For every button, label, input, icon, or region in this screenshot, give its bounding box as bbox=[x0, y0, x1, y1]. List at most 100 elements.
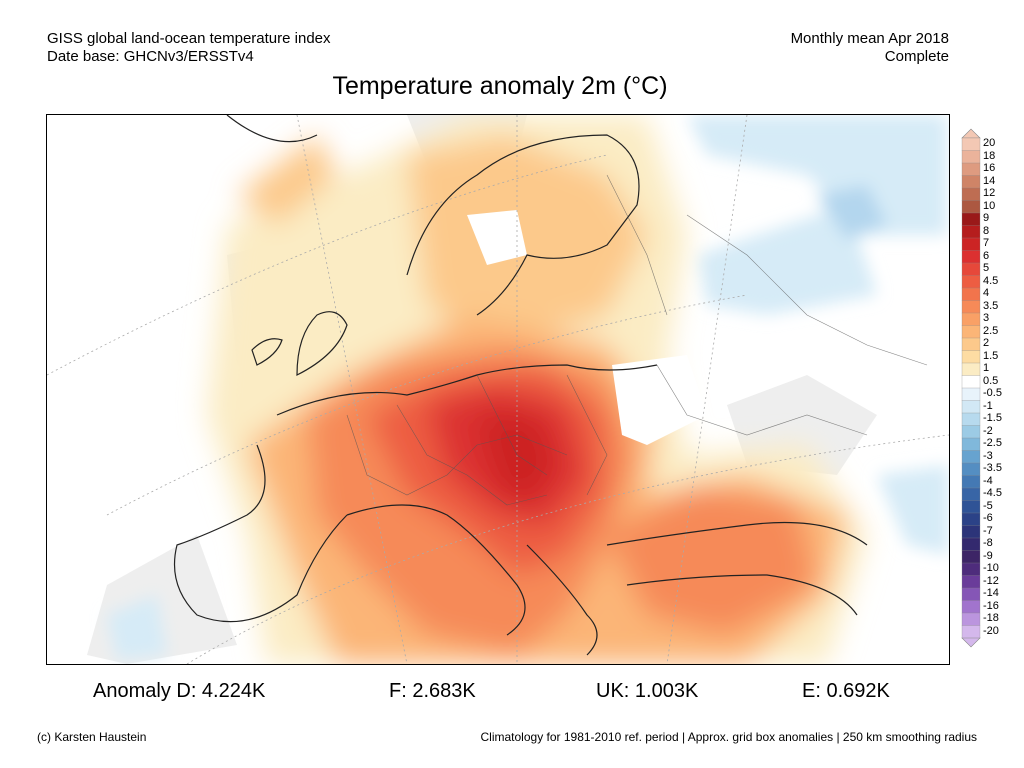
colorbar-tick-label: -6 bbox=[983, 512, 993, 524]
colorbar-tick-label: 2.5 bbox=[983, 324, 999, 337]
colorbar-swatch bbox=[961, 350, 981, 364]
colorbar-tick-label: 16 bbox=[983, 162, 996, 174]
colorbar-swatch bbox=[961, 250, 981, 264]
colorbar-swatch bbox=[961, 625, 981, 639]
colorbar-swatch bbox=[961, 312, 981, 326]
colorbar-swatch bbox=[961, 225, 981, 239]
colorbar-tick-label: 1.5 bbox=[983, 349, 999, 362]
colorbar-tick-label: -4 bbox=[983, 474, 993, 487]
colorbar-swatch bbox=[961, 487, 981, 501]
colorbar-tick-label: 3 bbox=[983, 312, 990, 324]
colorbar-tick-label: -3.5 bbox=[983, 462, 1002, 474]
colorbar-swatch bbox=[961, 300, 981, 314]
colorbar-tick-label: -14 bbox=[983, 587, 999, 599]
colorbar-tick-label: -5 bbox=[983, 499, 993, 512]
colorbar-swatch bbox=[961, 537, 981, 551]
warm-anomaly-areas bbox=[207, 115, 867, 664]
colorbar-swatch bbox=[961, 200, 981, 214]
colorbar-swatch bbox=[961, 325, 981, 339]
colorbar-swatch bbox=[961, 500, 981, 514]
colorbar-top-arrow bbox=[961, 128, 981, 139]
colorbar-tick-label: -3 bbox=[983, 449, 993, 462]
colorbar-swatch bbox=[961, 362, 981, 376]
colorbar-swatch bbox=[961, 150, 981, 164]
anomaly-france: F: 2.683K bbox=[389, 680, 476, 702]
map-title: Temperature anomaly 2m (°C) bbox=[332, 72, 668, 100]
colorbar-tick-label: 20 bbox=[983, 137, 996, 149]
colorbar-tick-label: 6 bbox=[983, 249, 990, 262]
near-zero-areas bbox=[467, 210, 707, 445]
data-base-label: Date base: GHCNv3/ERSSTv4 bbox=[47, 48, 254, 65]
colorbar-tick-label: -10 bbox=[983, 562, 999, 574]
colorbar-swatch bbox=[961, 512, 981, 526]
colorbar-tick-label: 9 bbox=[983, 212, 990, 224]
colorbar-tick-label: -2 bbox=[983, 424, 993, 437]
header-right: Monthly mean Apr 2018 Complete bbox=[791, 30, 949, 66]
colorbar-swatch bbox=[961, 587, 981, 601]
cold-anomaly-areas bbox=[107, 115, 949, 660]
colorbar-tick-label: -7 bbox=[983, 524, 993, 537]
colorbar-tick-label: -2.5 bbox=[983, 437, 1002, 449]
colorbar-bottom-arrow bbox=[961, 637, 981, 648]
anomaly-map bbox=[46, 114, 950, 665]
colorbar-swatch bbox=[961, 412, 981, 426]
colorbar-graphic bbox=[961, 128, 981, 648]
colorbar-swatch bbox=[961, 475, 981, 489]
anomaly-map-graphic bbox=[47, 115, 949, 664]
colorbar-tick-label: -12 bbox=[983, 574, 999, 587]
colorbar-tick-label: -1 bbox=[983, 399, 993, 412]
anomaly-spain: E: 0.692K bbox=[802, 680, 890, 702]
colorbar-swatch bbox=[961, 450, 981, 464]
colorbar-swatch bbox=[961, 187, 981, 201]
header-left: GISS global land-ocean temperature index… bbox=[47, 30, 331, 66]
colorbar-tick-label: -8 bbox=[983, 537, 993, 549]
colorbar-tick-label: 5 bbox=[983, 262, 990, 274]
colorbar-tick-label: 2 bbox=[983, 337, 990, 349]
colorbar-tick-label: 18 bbox=[983, 149, 996, 162]
colorbar-swatch bbox=[961, 275, 981, 289]
country-borders bbox=[346, 174, 928, 506]
colorbar-swatch bbox=[961, 550, 981, 564]
colorbar-swatch bbox=[961, 525, 981, 539]
colorbar-swatch bbox=[961, 337, 981, 351]
colorbar-tick-label: -9 bbox=[983, 549, 993, 562]
anomaly-germany: Anomaly D: 4.224K bbox=[93, 680, 266, 702]
coastlines bbox=[173, 115, 868, 656]
graticule-lines bbox=[47, 115, 949, 664]
period-label: Monthly mean Apr 2018 bbox=[790, 30, 949, 47]
colorbar-tick-label: 4 bbox=[983, 287, 990, 299]
colorbar-swatch bbox=[961, 162, 981, 176]
colorbar-tick-label: 10 bbox=[983, 199, 996, 212]
colorbar-tick-label: 0.5 bbox=[983, 374, 999, 387]
colorbar-tick-label: 12 bbox=[983, 187, 996, 199]
colorbar-swatch bbox=[961, 425, 981, 439]
colorbar-tick-label: -4.5 bbox=[983, 487, 1002, 499]
colorbar-tick-label: 7 bbox=[983, 237, 990, 249]
footnote: Climatology for 1981-2010 ref. period | … bbox=[480, 730, 978, 744]
colorbar-swatch bbox=[961, 212, 981, 226]
colorbar-tick-label: -1.5 bbox=[983, 412, 1002, 424]
colorbar-tick-label: 3.5 bbox=[983, 299, 999, 312]
colorbar-swatch bbox=[961, 462, 981, 476]
colorbar-swatch bbox=[961, 137, 981, 151]
completeness-label: Complete bbox=[884, 48, 949, 65]
colorbar-tick-label: 4.5 bbox=[983, 274, 999, 287]
colorbar-swatch bbox=[961, 387, 981, 401]
colorbar-swatch bbox=[961, 600, 981, 614]
colorbar-swatch bbox=[961, 287, 981, 301]
colorbar-swatch bbox=[961, 562, 981, 576]
colorbar-tick-label: -20 bbox=[983, 624, 999, 637]
colorbar-tick-label: -18 bbox=[983, 612, 999, 624]
colorbar-swatch bbox=[961, 612, 981, 626]
anomaly-uk: UK: 1.003K bbox=[596, 680, 699, 702]
colorbar bbox=[958, 128, 984, 648]
colorbar-tick-label: 8 bbox=[983, 224, 990, 237]
colorbar-tick-label: -16 bbox=[983, 599, 999, 612]
colorbar-tick-label: -0.5 bbox=[983, 387, 1002, 399]
colorbar-swatch bbox=[961, 437, 981, 451]
colorbar-swatch bbox=[961, 237, 981, 251]
dataset-name: GISS global land-ocean temperature index bbox=[47, 30, 331, 47]
colorbar-swatch bbox=[961, 375, 981, 389]
colorbar-swatch bbox=[961, 262, 981, 276]
colorbar-tick-label: 14 bbox=[983, 174, 996, 187]
